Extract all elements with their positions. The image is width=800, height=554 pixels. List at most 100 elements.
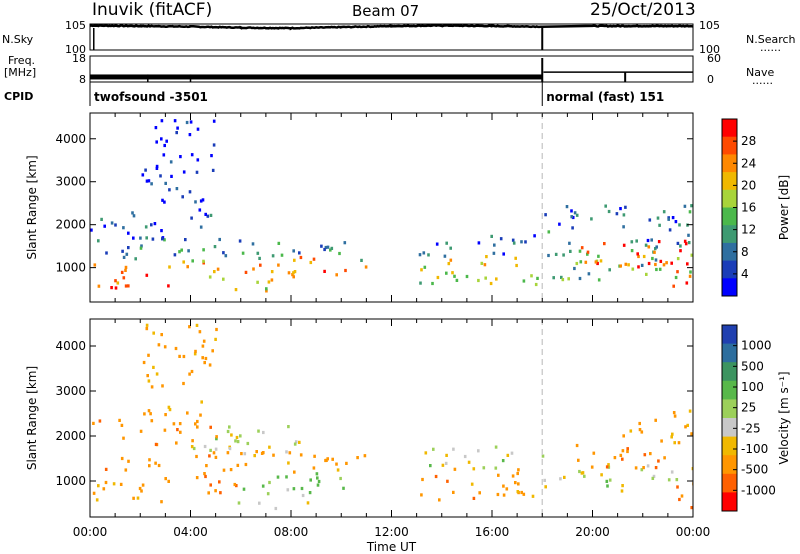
cell (299, 255, 303, 260)
cell (672, 284, 675, 288)
cell (215, 327, 218, 332)
cell (145, 236, 148, 240)
cell (168, 188, 171, 192)
colorbar-swatch (722, 136, 737, 155)
cell (446, 479, 449, 483)
cell (167, 479, 170, 483)
cell (323, 269, 326, 273)
x-tick-label: 04:00 (173, 525, 208, 539)
cell (645, 272, 648, 276)
cell (672, 411, 676, 415)
cell (684, 425, 687, 429)
cell (644, 243, 648, 247)
cell (607, 465, 611, 469)
cell (676, 241, 680, 245)
cell (150, 182, 153, 186)
cell (495, 277, 498, 281)
cell (323, 247, 326, 252)
colorbar-tick-label: 100 (741, 380, 764, 394)
cell (178, 250, 181, 254)
cell (292, 249, 295, 253)
cell (256, 280, 259, 284)
cell (514, 256, 517, 260)
cell (216, 267, 220, 271)
cell (292, 271, 295, 275)
cell (568, 241, 571, 245)
cell (93, 263, 97, 267)
cell (558, 222, 561, 226)
beam-title: Beam 07 (352, 2, 420, 20)
cell (132, 496, 135, 500)
power-panel (90, 119, 693, 293)
cell (104, 480, 108, 485)
cell (447, 262, 451, 266)
cell (190, 216, 193, 220)
cell (161, 384, 164, 388)
cell (160, 333, 163, 337)
cell (335, 462, 338, 466)
cell (511, 238, 515, 242)
axes-layer: 1000 2000 3000 4000 Slant Range [km] 4 8 12 16 20… (25, 112, 791, 554)
cell (211, 349, 214, 353)
cell (164, 413, 167, 417)
cell (621, 484, 624, 488)
cell (544, 485, 547, 489)
cell (654, 418, 657, 422)
colorbar-swatch (722, 473, 737, 493)
x-axis-title: Time UT (366, 540, 417, 554)
cell (533, 234, 536, 238)
colorbar-swatch (722, 172, 737, 191)
cell (619, 453, 623, 457)
cell (277, 263, 280, 267)
cell (622, 213, 626, 217)
cell (260, 451, 264, 455)
cell (127, 231, 130, 235)
cell (630, 240, 634, 244)
cell (690, 506, 693, 510)
cell (222, 251, 225, 255)
colorbar-swatch (722, 278, 737, 297)
cell (175, 187, 179, 191)
cell (586, 250, 590, 254)
cell (477, 449, 480, 453)
cell (622, 225, 625, 229)
cell (627, 263, 630, 267)
cell (143, 412, 146, 416)
cell (188, 372, 191, 376)
cell (204, 474, 207, 479)
y-tick-label: 1000 (55, 474, 86, 488)
cell (252, 267, 255, 271)
cell (124, 268, 127, 272)
cell (202, 339, 206, 343)
y-tick-label: 1000 (55, 261, 86, 275)
cell (654, 258, 658, 262)
cell (690, 204, 693, 208)
cell (489, 281, 493, 286)
nave-dots: ...... (752, 74, 773, 87)
cell (420, 268, 423, 272)
cell (615, 212, 619, 216)
cell (268, 480, 271, 485)
cell (155, 140, 158, 144)
cell (547, 253, 550, 258)
y-tick-label: 4000 (55, 339, 86, 353)
cell (646, 464, 650, 468)
cell (163, 238, 166, 242)
cell (608, 478, 612, 482)
cell (146, 374, 149, 378)
cell (688, 210, 692, 214)
cell (552, 276, 555, 280)
cell (452, 447, 455, 451)
cell (663, 456, 666, 460)
cell (160, 229, 163, 233)
cell (544, 213, 547, 217)
cell (312, 466, 316, 470)
cell (658, 267, 662, 271)
cell (160, 500, 163, 504)
cell (125, 252, 129, 256)
cell (122, 226, 125, 230)
cell (299, 453, 303, 457)
cell (485, 255, 488, 259)
cell (575, 443, 579, 448)
velocity-colorbar (721, 324, 738, 512)
